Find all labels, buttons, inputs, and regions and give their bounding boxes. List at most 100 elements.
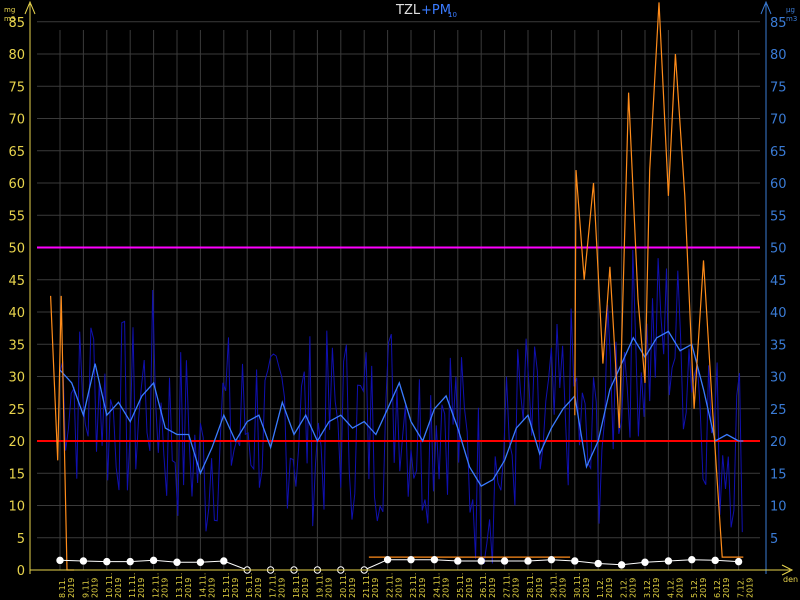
x-date-label: 23.11. xyxy=(409,573,418,598)
x-year-label: 2019 xyxy=(137,578,146,598)
y-tick-left: 30 xyxy=(8,371,25,386)
reference-lines xyxy=(37,246,760,442)
x-year-label: 2019 xyxy=(301,578,310,598)
x-date-label: 29.11. xyxy=(549,573,558,598)
x-year-label: 2019 xyxy=(418,578,427,598)
x-year-label: 2019 xyxy=(371,578,380,598)
x-year-label: 2019 xyxy=(558,578,567,598)
x-date-label: 24.11. xyxy=(432,573,441,598)
x-date-label: 12.11. xyxy=(152,573,161,598)
x-year-label: 2019 xyxy=(278,578,287,598)
daily-marker xyxy=(56,556,64,565)
daily-marker xyxy=(79,557,88,565)
x-year-label: 2019 xyxy=(161,578,170,598)
x-date-label: 10.11. xyxy=(105,573,114,598)
pm10-raw-series xyxy=(59,249,743,564)
y-tick-left: 45 xyxy=(8,274,25,289)
x-date-label: 15.11. xyxy=(222,573,231,598)
x-year-label: 2019 xyxy=(629,578,638,598)
y-tick-left: 0 xyxy=(17,564,25,579)
x-date-label: 21.11. xyxy=(362,573,371,598)
y-tick-right: 15 xyxy=(770,467,787,482)
x-date-label: 11.11. xyxy=(128,573,137,598)
y-tick-right: 25 xyxy=(770,403,787,418)
y-tick-right: 85 xyxy=(770,16,787,31)
x-date-label: 30.11. xyxy=(573,573,582,598)
chart-axes xyxy=(24,0,794,576)
daily-marker xyxy=(500,557,509,565)
x-year-label: 2019 xyxy=(675,578,684,598)
daily-marker xyxy=(734,557,743,566)
daily-marker xyxy=(430,555,439,564)
title-pm-sub: 10 xyxy=(448,11,457,19)
y-tick-left: 55 xyxy=(8,209,25,224)
x-year-label: 2019 xyxy=(722,578,731,598)
daily-marker xyxy=(547,555,556,564)
x-year-label: 2019 xyxy=(488,578,497,598)
y-tick-left: 15 xyxy=(8,467,25,482)
x-date-label: 9.11. xyxy=(81,578,90,598)
daily-marker xyxy=(664,557,673,565)
left-axis-arrow xyxy=(24,0,36,15)
y-tick-right: 55 xyxy=(770,209,787,224)
y-tick-right: 40 xyxy=(770,306,787,321)
x-year-label: 2019 xyxy=(254,578,263,598)
left-y-ticks: 0 5 10 15 20 25 30 35 40 45 50 55 60 65 70 75 80 85 xyxy=(8,16,25,579)
x-date-label: 25.11. xyxy=(456,573,465,598)
title-pm: +PM xyxy=(421,3,451,18)
y-tick-right: 20 xyxy=(770,435,787,450)
y-tick-right: 45 xyxy=(770,274,787,289)
y-tick-right: 75 xyxy=(770,80,787,95)
x-year-label: 2019 xyxy=(90,578,99,598)
daily-marker xyxy=(220,557,228,565)
x-date-label: 8.11. xyxy=(58,578,67,598)
right-y-ticks: 5 10 15 20 25 30 35 40 45 50 55 60 65 70 75 80 85 xyxy=(770,16,787,547)
y-tick-left: 60 xyxy=(8,177,25,192)
x-date-label: 27.11. xyxy=(503,573,512,598)
x-year-label: 2019 xyxy=(114,578,123,598)
daily-marker xyxy=(641,558,649,566)
y-tick-right: 50 xyxy=(770,242,787,257)
x-date-label: 1.12. xyxy=(596,578,605,598)
x-date-label: 26.11. xyxy=(479,573,488,598)
title-tzl: TZL xyxy=(395,3,421,18)
left-unit-top: mg xyxy=(4,6,15,14)
x-date-label: 13.11. xyxy=(175,573,184,598)
y-tick-left: 85 xyxy=(8,16,25,31)
daily-marker xyxy=(571,557,579,565)
y-tick-right: 35 xyxy=(770,338,787,353)
chart-grid xyxy=(37,21,760,570)
x-date-label: 6.12. xyxy=(713,578,722,598)
daily-marker xyxy=(103,557,111,566)
x-date-label: 19.11. xyxy=(315,573,324,598)
tzl-line-start xyxy=(50,295,74,571)
y-tick-left: 20 xyxy=(8,435,25,450)
x-year-label: 2019 xyxy=(699,578,708,598)
y-tick-right: 80 xyxy=(770,48,787,63)
y-tick-right: 60 xyxy=(770,177,787,192)
x-year-label: 2019 xyxy=(231,578,240,598)
x-year-label: 2019 xyxy=(184,578,193,598)
y-tick-left: 35 xyxy=(8,338,25,353)
daily-marker xyxy=(149,556,158,565)
right-unit-top: µg xyxy=(786,6,795,14)
y-tick-left: 50 xyxy=(8,242,25,257)
x-date-label: 22.11. xyxy=(386,573,395,598)
right-unit-bottom: m3 xyxy=(786,15,797,23)
daily-marker xyxy=(454,557,462,565)
y-tick-right: 65 xyxy=(770,145,787,160)
daily-marker xyxy=(594,559,602,568)
x-date-label: 20.11. xyxy=(339,573,348,598)
daily-marker xyxy=(173,558,181,566)
right-axis-arrow xyxy=(760,0,772,15)
y-tick-left: 5 xyxy=(17,532,25,547)
daily-marker xyxy=(126,557,134,566)
y-tick-left: 40 xyxy=(8,306,25,321)
y-tick-left: 65 xyxy=(8,145,25,160)
y-tick-left: 25 xyxy=(8,403,25,418)
daily-marker xyxy=(407,555,415,564)
x-year-label: 2019 xyxy=(512,578,521,598)
x-year-label: 2019 xyxy=(582,578,591,598)
daily-marker xyxy=(617,561,626,569)
